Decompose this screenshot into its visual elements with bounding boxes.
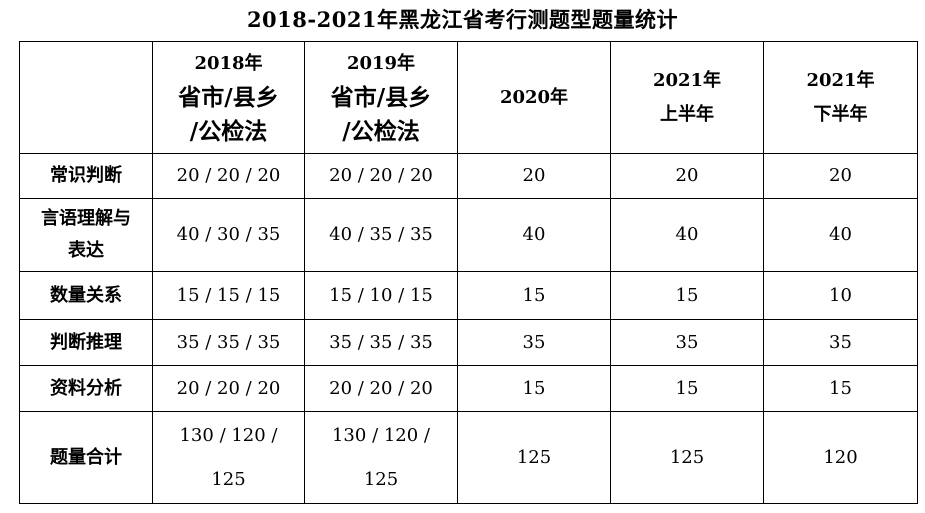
table-cell: 15 / 15 / 15 — [152, 271, 305, 320]
row-label: 判断推理 — [19, 319, 153, 366]
header-2020-year: 2020年 — [499, 86, 569, 108]
table-row: 数量关系 15 / 15 / 15 15 / 10 / 15 15 15 10 — [19, 271, 918, 320]
table-cell: 20 — [763, 153, 918, 199]
header-2018-level: 省市/县乡 — [178, 83, 279, 111]
table-cell: 130 / 120 / 125 — [304, 411, 458, 504]
table-cell: 20 — [610, 153, 764, 199]
header-2019-level: 省市/县乡 — [330, 83, 432, 111]
table-cell: 20 / 20 / 20 — [304, 365, 458, 412]
page-title: 2018-2021年黑龙江省考行测题型题量统计 — [246, 7, 679, 32]
header-2019-year: 2019年 — [346, 52, 416, 74]
row-label: 数量关系 — [19, 271, 153, 320]
header-2018: 2018年 省市/县乡 /公检法 — [152, 41, 305, 154]
cell-line: 130 / 120 / — [179, 424, 278, 446]
cell-line: 125 — [211, 468, 246, 490]
table-cell: 120 — [763, 411, 918, 504]
header-2021b-year: 2021年 — [806, 69, 875, 91]
table-cell: 35 / 35 / 35 — [304, 319, 458, 366]
table-cell: 40 — [763, 198, 918, 272]
header-2021a-half: 上半年 — [660, 103, 714, 125]
table-cell: 15 — [610, 271, 764, 320]
table-cell: 40 / 35 / 35 — [304, 198, 458, 272]
header-2019: 2019年 省市/县乡 /公检法 — [304, 41, 458, 154]
table-cell: 15 — [763, 365, 918, 412]
header-2021-first-half: 2021年 上半年 — [610, 41, 764, 154]
header-2018-level-2: /公检法 — [189, 117, 268, 145]
row-label: 言语理解与 表达 — [19, 198, 153, 272]
header-2021a-year: 2021年 — [652, 69, 722, 91]
table-cell: 40 — [457, 198, 611, 272]
table-cell: 40 — [610, 198, 764, 272]
table-cell: 125 — [457, 411, 611, 504]
table-row: 言语理解与 表达 40 / 30 / 35 40 / 35 / 35 40 40… — [19, 198, 918, 272]
table-cell: 15 — [610, 365, 764, 412]
table-cell: 125 — [610, 411, 764, 504]
row-label: 资料分析 — [19, 365, 153, 412]
table-cell: 40 / 30 / 35 — [152, 198, 305, 272]
header-2020: 2020年 — [457, 41, 611, 154]
header-2021-second-half: 2021年 下半年 — [763, 41, 918, 154]
row-label-line: 言语理解与 — [41, 208, 131, 229]
header-empty-cell — [19, 41, 153, 154]
table-row: 资料分析 20 / 20 / 20 20 / 20 / 20 15 15 15 — [19, 365, 918, 412]
table-row: 常识判断 20 / 20 / 20 20 / 20 / 20 20 20 20 — [19, 153, 918, 199]
row-label: 常识判断 — [19, 153, 153, 199]
row-label-line: 表达 — [68, 240, 104, 261]
table-cell: 15 — [457, 365, 611, 412]
table-cell: 35 — [610, 319, 764, 366]
table-cell: 35 / 35 / 35 — [152, 319, 305, 366]
table-cell: 20 — [457, 153, 611, 199]
table-cell: 20 / 20 / 20 — [152, 153, 305, 199]
table-cell: 15 / 10 / 15 — [304, 271, 458, 320]
header-2019-level-2: /公检法 — [342, 117, 420, 145]
stats-table: 2018年 省市/县乡 /公检法 2019年 省市/县乡 /公检法 2020年 … — [19, 41, 918, 504]
table-cell: 35 — [457, 319, 611, 366]
header-2021b-half: 下半年 — [813, 103, 868, 125]
table-cell: 35 — [763, 319, 918, 366]
table-cell: 20 / 20 / 20 — [152, 365, 305, 412]
table-row: 判断推理 35 / 35 / 35 35 / 35 / 35 35 35 35 — [19, 319, 918, 366]
table-row-total: 题量合计 130 / 120 / 125 130 / 120 / 125 125… — [19, 411, 918, 504]
header-row: 2018年 省市/县乡 /公检法 2019年 省市/县乡 /公检法 2020年 … — [19, 41, 918, 154]
table-cell: 15 — [457, 271, 611, 320]
table-cell: 10 — [763, 271, 918, 320]
table-cell: 130 / 120 / 125 — [152, 411, 305, 504]
row-label: 题量合计 — [19, 411, 153, 504]
cell-line: 125 — [363, 468, 399, 490]
table-cell: 20 / 20 / 20 — [304, 153, 458, 199]
header-2018-year: 2018年 — [194, 52, 263, 74]
cell-line: 130 / 120 / — [331, 424, 430, 446]
